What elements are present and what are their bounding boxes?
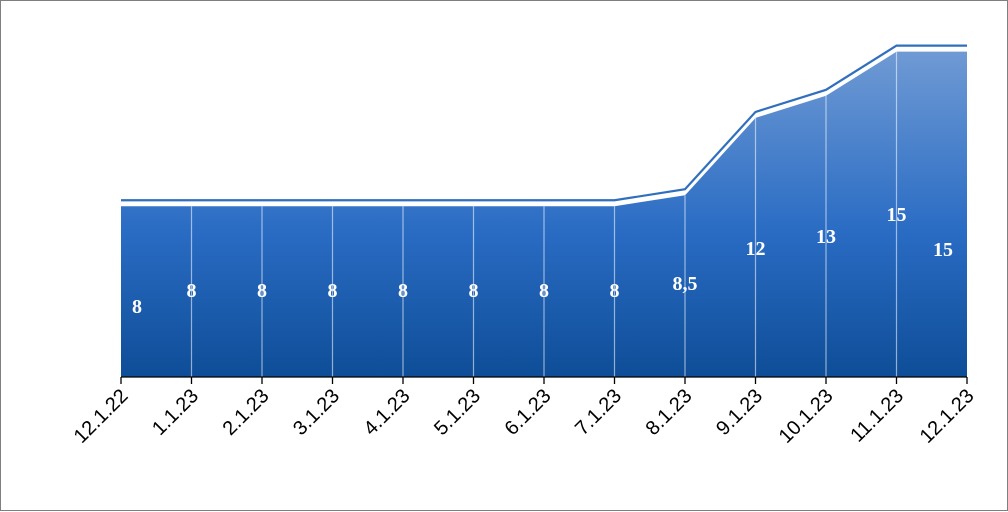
x-tick-label: 7.1.23 <box>571 385 626 440</box>
data-label: 8 <box>539 280 549 302</box>
x-tick-label: 4.1.23 <box>360 385 415 440</box>
data-label: 15 <box>887 204 907 226</box>
data-label: 8 <box>469 280 479 302</box>
x-tick-label: 5.1.23 <box>430 385 485 440</box>
data-label: 8 <box>610 280 620 302</box>
x-tick-label: 1.1.23 <box>148 385 203 440</box>
data-label: 13 <box>816 226 836 248</box>
x-tick-label: 2.1.23 <box>219 385 274 440</box>
data-label: 8 <box>398 280 408 302</box>
x-tick-label: 10.1.23 <box>775 385 838 448</box>
data-label: 8 <box>132 296 142 318</box>
data-label: 12 <box>746 238 766 260</box>
x-tick-label: 6.1.23 <box>501 385 556 440</box>
x-tick-label: 8.1.23 <box>642 385 697 440</box>
x-tick-label: 9.1.23 <box>712 385 767 440</box>
data-label: 8 <box>328 280 338 302</box>
data-label: 8,5 <box>673 273 698 295</box>
series-line <box>121 44 967 202</box>
x-tick-label: 3.1.23 <box>289 385 344 440</box>
area-edge-highlight <box>121 46 967 206</box>
x-tick-label: 11.1.23 <box>846 385 908 447</box>
data-label: 8 <box>257 280 267 302</box>
data-label: 15 <box>933 239 953 261</box>
data-label: 8 <box>187 280 197 302</box>
x-tick-label: 12.1.23 <box>916 385 979 448</box>
x-tick-label: 12.1.22 <box>70 385 133 448</box>
